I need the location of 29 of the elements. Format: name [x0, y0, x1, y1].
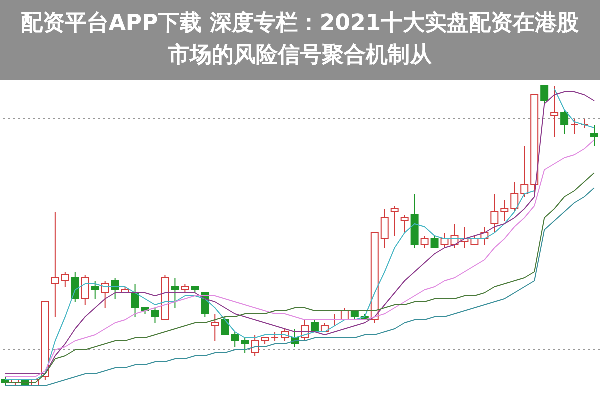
chart-title: 配资平台APP下载 深度专栏：2021十大实盘配资在港股市场的风险信号聚合机制从: [0, 0, 600, 80]
candlestick: [111, 278, 120, 300]
candlestick: [131, 284, 140, 318]
candlestick: [500, 200, 509, 222]
candlestick: [550, 86, 559, 138]
candlestick: [420, 236, 429, 248]
candlestick: [380, 208, 389, 248]
candlestick: [251, 334, 260, 356]
candlestick: [540, 86, 549, 104]
candlestick: [520, 146, 529, 198]
candlestick: [91, 280, 100, 300]
candlestick: [430, 236, 439, 248]
candlestick: [171, 278, 180, 308]
candlestick: [61, 272, 70, 288]
candlestick: [211, 314, 220, 342]
candlestick: [71, 272, 80, 302]
candlestick: [81, 274, 90, 306]
candlestick: [51, 212, 60, 318]
candlestick: [570, 118, 579, 134]
candlestick: [231, 332, 240, 348]
candlestick: [560, 110, 569, 134]
candlestick: [510, 182, 519, 212]
candlestick: [101, 280, 110, 308]
candlestick: [241, 338, 250, 354]
candlestick: [590, 124, 599, 146]
candlestick: [221, 316, 230, 336]
candlestick: [490, 194, 499, 234]
candlestick: [400, 214, 409, 234]
candlestick: [390, 206, 399, 236]
